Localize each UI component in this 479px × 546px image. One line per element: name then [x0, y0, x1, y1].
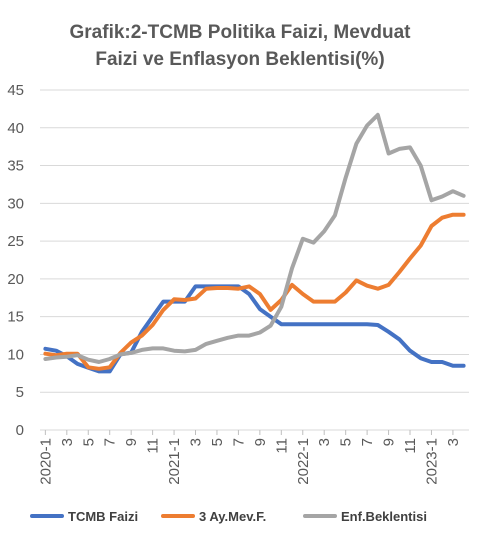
y-tick-label: 40 [7, 120, 24, 137]
gridlines [40, 89, 469, 431]
x-tick-label: 3 [445, 438, 462, 446]
x-tick-label: 7 [230, 438, 247, 446]
x-tick-label: 3 [188, 438, 205, 446]
x-tick-label: 2023-1 [423, 438, 440, 485]
x-tick-label: 3 [316, 438, 333, 446]
x-tick-label: 9 [123, 438, 140, 446]
x-tick-label: 7 [102, 438, 119, 446]
x-tick-label: 5 [209, 438, 226, 446]
y-tick-label: 10 [7, 346, 24, 363]
y-tick-label: 0 [16, 422, 24, 439]
x-tick-label: 5 [338, 438, 355, 446]
x-tick-label: 3 [59, 438, 76, 446]
chart-title: Grafik:2-TCMB Politika Faizi, Mevduat Fa… [70, 22, 412, 70]
y-tick-label: 30 [7, 195, 24, 212]
chart-title-line-2: Faizi ve Enflasyon Beklentisi(%) [95, 49, 384, 70]
x-tick-label: 5 [80, 438, 97, 446]
x-tick-label: 2022-1 [295, 438, 312, 485]
x-tick-label: 2020-1 [37, 438, 54, 485]
y-tick-label: 45 [7, 82, 24, 99]
x-tick-label: 11 [145, 438, 162, 454]
y-tick-label: 35 [7, 158, 24, 175]
series-lines [43, 112, 466, 374]
legend-label: TCMB Faizi [68, 509, 138, 524]
chart-title-line-1: Grafik:2-TCMB Politika Faizi, Mevduat [70, 22, 412, 43]
x-tick-label: 11 [402, 438, 419, 454]
y-axis: 0 5 10 15 20 25 30 35 40 45 [7, 82, 24, 439]
series-line-2 [43, 212, 466, 371]
y-tick-label: 5 [16, 384, 24, 401]
series-line-3 [43, 112, 466, 364]
x-tick-label: 9 [381, 438, 398, 446]
y-tick-label: 20 [7, 271, 24, 288]
legend-label: 3 Ay.Mev.F. [199, 509, 266, 524]
x-tick-label: 2021-1 [166, 438, 183, 485]
y-tick-label: 25 [7, 233, 24, 250]
x-axis: 2020-1 3 5 7 9 11 2021-1 3 5 7 9 11 2022-1 3 5 7 9 11 2023… [37, 430, 462, 485]
y-tick-label: 15 [7, 309, 24, 326]
x-tick-label: 9 [252, 438, 269, 446]
legend-label: Enf.Beklentisi [341, 509, 427, 524]
x-tick-label: 7 [359, 438, 376, 446]
legend: TCMB Faizi 3 Ay.Mev.F. Enf.Beklentisi [30, 509, 427, 524]
x-tick-label: 11 [273, 438, 290, 454]
